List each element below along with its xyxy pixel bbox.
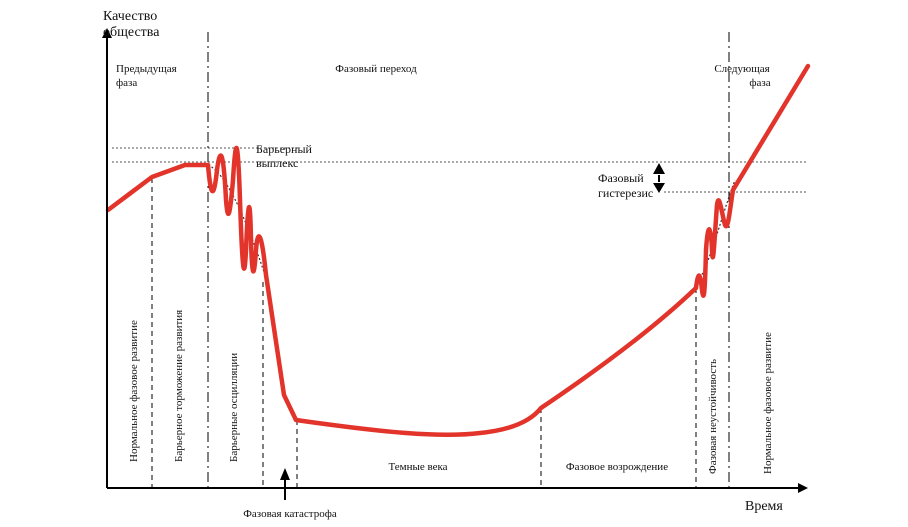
barrier-label-line1: Барьерный — [256, 142, 313, 156]
previous-phase-label-line1: Предыдущая — [116, 63, 177, 75]
hysteresis-arrow-down-head — [653, 183, 665, 193]
stage-barrier-oscillations-label: Барьерные осцилляции — [228, 353, 240, 462]
barrier-label-line2: выплекс — [256, 156, 298, 170]
hysteresis-arrow-up-head — [653, 163, 665, 174]
y-axis-label-line2: общества — [103, 25, 160, 40]
hysteresis-label-line1: Фазовый — [598, 171, 644, 185]
stage-barrier-slowdown-label: Барьерное торможение развития — [173, 310, 185, 462]
stage-phase-instability-label: Фазовая неустойчивость — [707, 359, 719, 474]
phase-transition-label: Фазовый переход — [335, 63, 417, 75]
catastrophe-arrow-head — [280, 468, 290, 480]
next-phase-label-line1: Следующая — [714, 63, 769, 75]
renaissance-label: Фазовое возрождение — [566, 461, 668, 473]
trend-dotted-curve-barrier — [207, 164, 266, 276]
catastrophe-label: Фазовая катастрофа — [243, 508, 337, 520]
dark-ages-label: Темные века — [388, 461, 447, 473]
hysteresis-label-line2: гистерезис — [598, 186, 653, 200]
society-quality-curve — [105, 63, 811, 437]
previous-phase-label-line2: фаза — [116, 77, 137, 89]
stage-normal-development-next-label: Нормальное фазовое развитие — [762, 332, 774, 474]
next-phase-label-line2: фаза — [749, 77, 770, 89]
y-axis-label-line1: Качество — [103, 9, 157, 24]
x-axis-label: Время — [745, 499, 783, 514]
stage-normal-development-label: Нормальное фазовое развитие — [128, 320, 140, 462]
